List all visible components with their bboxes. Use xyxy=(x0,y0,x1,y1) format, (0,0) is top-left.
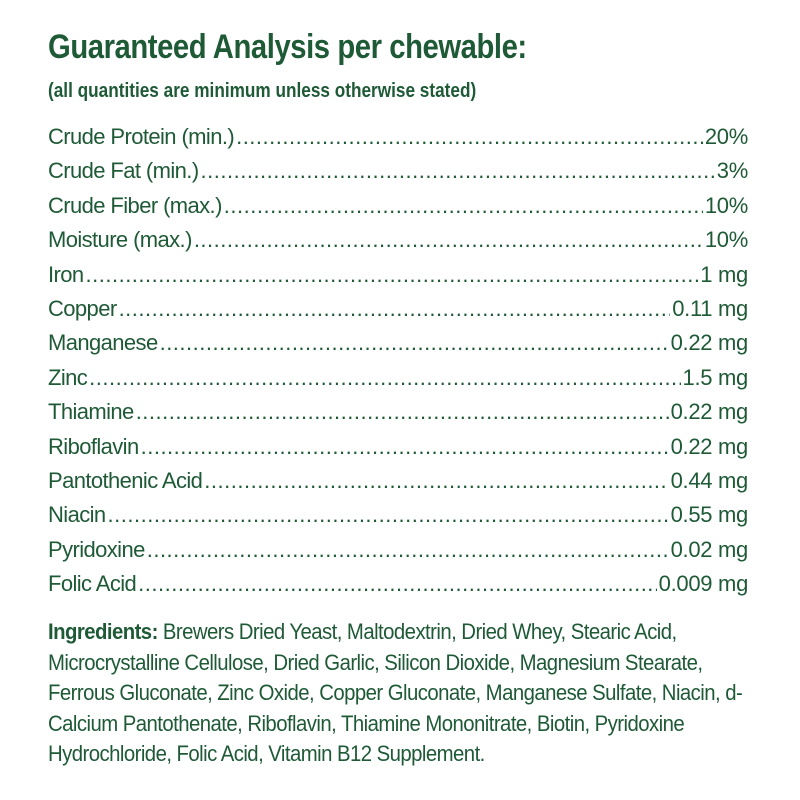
analysis-value: 20% xyxy=(704,124,748,149)
analysis-value: 0.009 mg xyxy=(658,571,748,597)
analysis-label: Crude Fiber (max.) xyxy=(48,192,222,218)
analysis-value: 0.02 mg xyxy=(670,536,748,562)
analysis-value: 0.11 mg xyxy=(672,295,748,321)
analysis-row-pyridoxine: Pyridoxine 0.02 mg xyxy=(48,533,748,567)
dot-leader xyxy=(86,258,699,292)
dot-leader xyxy=(119,292,671,326)
dot-leader xyxy=(224,189,703,223)
analysis-row-niacin: Niacin 0.55 mg xyxy=(48,498,748,532)
analysis-row-crude-fat: Crude Fat (min.) 3% xyxy=(48,154,748,188)
page-title: Guaranteed Analysis per chewable: xyxy=(48,28,527,66)
analysis-value: 1.5 mg xyxy=(682,364,748,390)
analysis-row-moisture: Moisture (max.) 10% xyxy=(48,223,748,257)
dot-leader xyxy=(136,395,669,429)
analysis-label: Thiamine xyxy=(48,399,134,425)
dot-leader xyxy=(108,498,669,532)
dot-leader xyxy=(138,567,657,601)
analysis-row-riboflavin: Riboflavin 0.22 mg xyxy=(48,430,748,464)
analysis-label: Riboflavin xyxy=(48,433,139,459)
analysis-value: 10% xyxy=(704,227,748,253)
analysis-value: 0.44 mg xyxy=(670,467,748,493)
dot-leader xyxy=(236,120,703,154)
page-subtitle: (all quantities are minimum unless other… xyxy=(48,80,477,102)
analysis-label: Moisture (max.) xyxy=(48,227,192,253)
analysis-label: Crude Protein (min.) xyxy=(48,124,235,149)
analysis-row-crude-protein: Crude Protein (min.) 20% xyxy=(48,120,748,154)
analysis-label: Pantothenic Acid xyxy=(48,467,203,493)
dot-leader xyxy=(141,430,669,464)
analysis-label: Niacin xyxy=(48,502,106,528)
analysis-row-copper: Copper 0.11 mg xyxy=(48,292,748,326)
analysis-row-zinc: Zinc 1.5 mg xyxy=(48,361,748,395)
ingredients-paragraph: Ingredients: Brewers Dried Yeast, Maltod… xyxy=(48,617,751,770)
dot-leader xyxy=(204,464,668,498)
analysis-row-iron: Iron 1 mg xyxy=(48,258,748,292)
analysis-label: Folic Acid xyxy=(48,571,137,597)
analysis-value: 0.22 mg xyxy=(670,433,748,459)
analysis-label: Iron xyxy=(48,261,84,287)
analysis-row-manganese: Manganese 0.22 mg xyxy=(48,326,748,360)
analysis-list: Crude Protein (min.) 20% Crude Fat (min.… xyxy=(48,120,748,601)
analysis-value: 3% xyxy=(716,158,748,184)
ingredients-text: Brewers Dried Yeast, Maltodextrin, Dried… xyxy=(48,619,743,766)
analysis-row-pantothenic-acid: Pantothenic Acid 0.44 mg xyxy=(48,464,748,498)
dot-leader xyxy=(201,154,715,188)
analysis-value: 0.55 mg xyxy=(670,502,748,528)
analysis-label: Manganese xyxy=(48,330,158,356)
dot-leader xyxy=(160,326,669,360)
analysis-label: Zinc xyxy=(48,364,88,390)
dot-leader xyxy=(147,533,669,567)
analysis-row-thiamine: Thiamine 0.22 mg xyxy=(48,395,748,429)
analysis-value: 0.22 mg xyxy=(670,330,748,356)
analysis-label: Crude Fat (min.) xyxy=(48,158,199,184)
dot-leader xyxy=(89,361,680,395)
analysis-row-folic-acid: Folic Acid 0.009 mg xyxy=(48,567,748,601)
analysis-value: 0.22 mg xyxy=(670,399,748,425)
analysis-row-crude-fiber: Crude Fiber (max.) 10% xyxy=(48,189,748,223)
ingredients-label: Ingredients: xyxy=(48,619,158,644)
analysis-value: 1 mg xyxy=(700,261,748,287)
analysis-label: Copper xyxy=(48,295,117,321)
analysis-label: Pyridoxine xyxy=(48,536,145,562)
dot-leader xyxy=(194,223,703,257)
analysis-value: 10% xyxy=(704,192,748,218)
